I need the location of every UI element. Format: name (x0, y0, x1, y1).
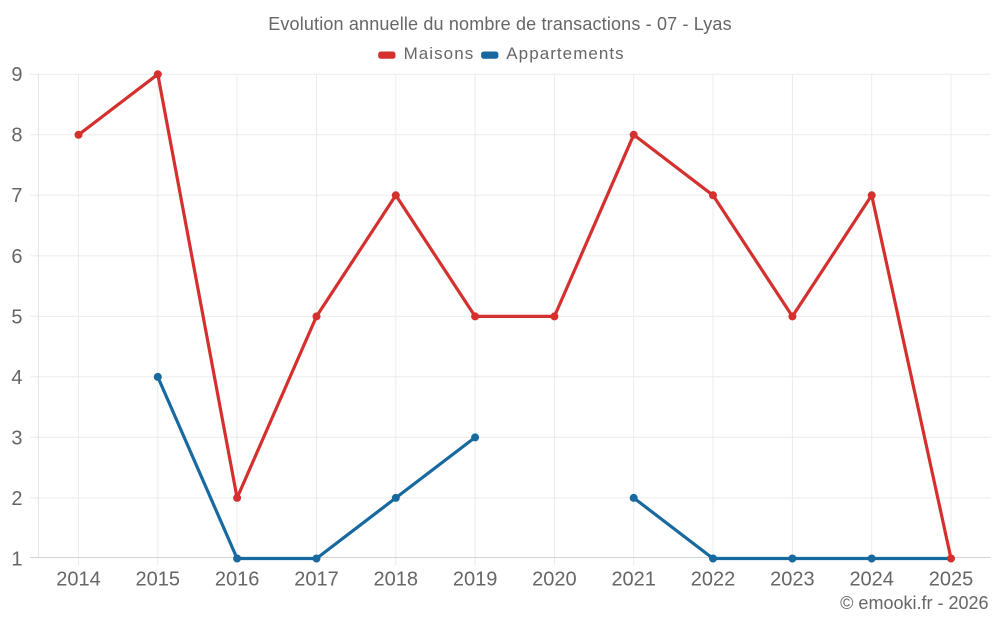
svg-text:8: 8 (11, 125, 22, 147)
svg-text:6: 6 (11, 246, 22, 268)
svg-text:5: 5 (11, 306, 22, 328)
svg-text:9: 9 (11, 64, 22, 86)
svg-text:© emooki.fr - 2026: © emooki.fr - 2026 (840, 593, 988, 613)
svg-text:7: 7 (11, 185, 22, 207)
svg-text:1: 1 (11, 548, 22, 570)
svg-text:2024: 2024 (849, 569, 894, 591)
svg-text:2022: 2022 (691, 569, 736, 591)
svg-text:3: 3 (11, 427, 22, 449)
svg-text:2018: 2018 (374, 569, 419, 591)
svg-text:2014: 2014 (56, 569, 101, 591)
svg-text:2021: 2021 (611, 569, 656, 591)
svg-text:Maisons: Maisons (404, 44, 475, 63)
svg-text:2023: 2023 (770, 569, 815, 591)
svg-text:4: 4 (11, 367, 22, 389)
svg-text:2015: 2015 (136, 569, 181, 591)
svg-text:Evolution annuelle du nombre d: Evolution annuelle du nombre de transact… (268, 14, 732, 34)
svg-text:2016: 2016 (215, 569, 260, 591)
svg-text:2025: 2025 (929, 569, 974, 591)
svg-text:2019: 2019 (453, 569, 498, 591)
svg-text:Appartements: Appartements (506, 44, 624, 63)
svg-text:2017: 2017 (294, 569, 339, 591)
svg-text:2020: 2020 (532, 569, 577, 591)
svg-text:2: 2 (11, 488, 22, 510)
